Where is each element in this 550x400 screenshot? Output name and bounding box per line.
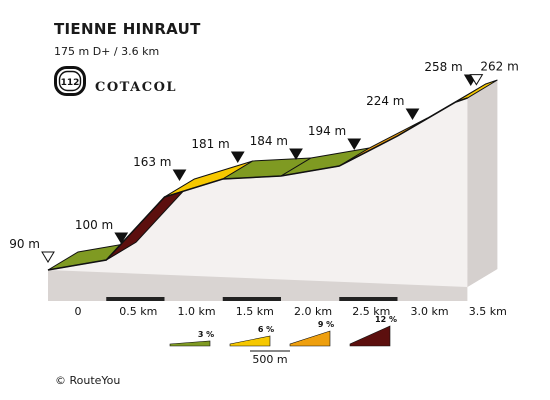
x-tick-label-4: 2.0 km: [294, 305, 332, 318]
elevation-label-8: 262 m: [480, 60, 518, 74]
x-tick-label-5: 2.5 km: [352, 305, 390, 318]
x-tick-label-7: 3.5 km: [469, 305, 507, 318]
legend-swatch-3: [169, 340, 211, 347]
climb-stats: 175 m D+ / 3.6 km: [54, 45, 160, 58]
elevation-marker-1: [114, 232, 129, 244]
x-tick-label-2: 1.0 km: [177, 305, 215, 318]
legend-swatch-12: [349, 325, 391, 347]
elevation-marker-2: [172, 169, 187, 181]
legend-label-12: 12 %: [375, 315, 397, 324]
legend-swatch-9: [289, 330, 331, 347]
page-title: TIENNE HINRAUT: [54, 20, 201, 38]
brand-name: COTACOL: [95, 80, 178, 95]
legend-label-9: 9 %: [318, 320, 334, 329]
elevation-label-3: 181 m: [191, 137, 229, 151]
elevation-label-4: 184 m: [250, 134, 288, 148]
legend-label-6: 6 %: [258, 325, 274, 334]
elevation-label-7: 258 m: [424, 60, 462, 74]
badge-number: 112: [61, 78, 80, 88]
profile-base-front: [48, 270, 468, 301]
elevation-marker-5: [347, 138, 362, 150]
copyright: © RouteYou: [55, 374, 121, 387]
distance-scale-bar-3: [222, 297, 281, 301]
elevation-marker-8: [469, 74, 484, 86]
profile-end-wall: [467, 80, 498, 287]
profile-front-face: [48, 98, 468, 287]
elevation-marker-6: [405, 108, 420, 120]
elevation-label-0: 90 m: [9, 237, 40, 251]
elevation-label-2: 163 m: [133, 155, 171, 169]
distance-scale-bar-5: [339, 297, 398, 301]
elevation-label-5: 194 m: [308, 124, 346, 138]
cotacol-badge-icon: 112: [54, 66, 86, 96]
elevation-marker-4: [289, 148, 303, 160]
x-tick-label-1: 0.5 km: [119, 305, 157, 318]
legend-swatch-6: [229, 335, 271, 347]
elevation-label-6: 224 m: [366, 94, 404, 108]
elevation-marker-0: [41, 251, 55, 263]
legend-label-3: 3 %: [198, 330, 214, 339]
profile-front-edge: [47, 97, 468, 271]
elevation-marker-3: [230, 151, 245, 163]
distance-scale-bar-1: [106, 297, 165, 301]
scale-label: 500 m: [252, 353, 287, 366]
x-tick-label-0: 0: [75, 305, 82, 318]
x-tick-label-6: 3.0 km: [410, 305, 448, 318]
x-tick-label-3: 1.5 km: [236, 305, 274, 318]
elevation-label-1: 100 m: [75, 218, 113, 232]
